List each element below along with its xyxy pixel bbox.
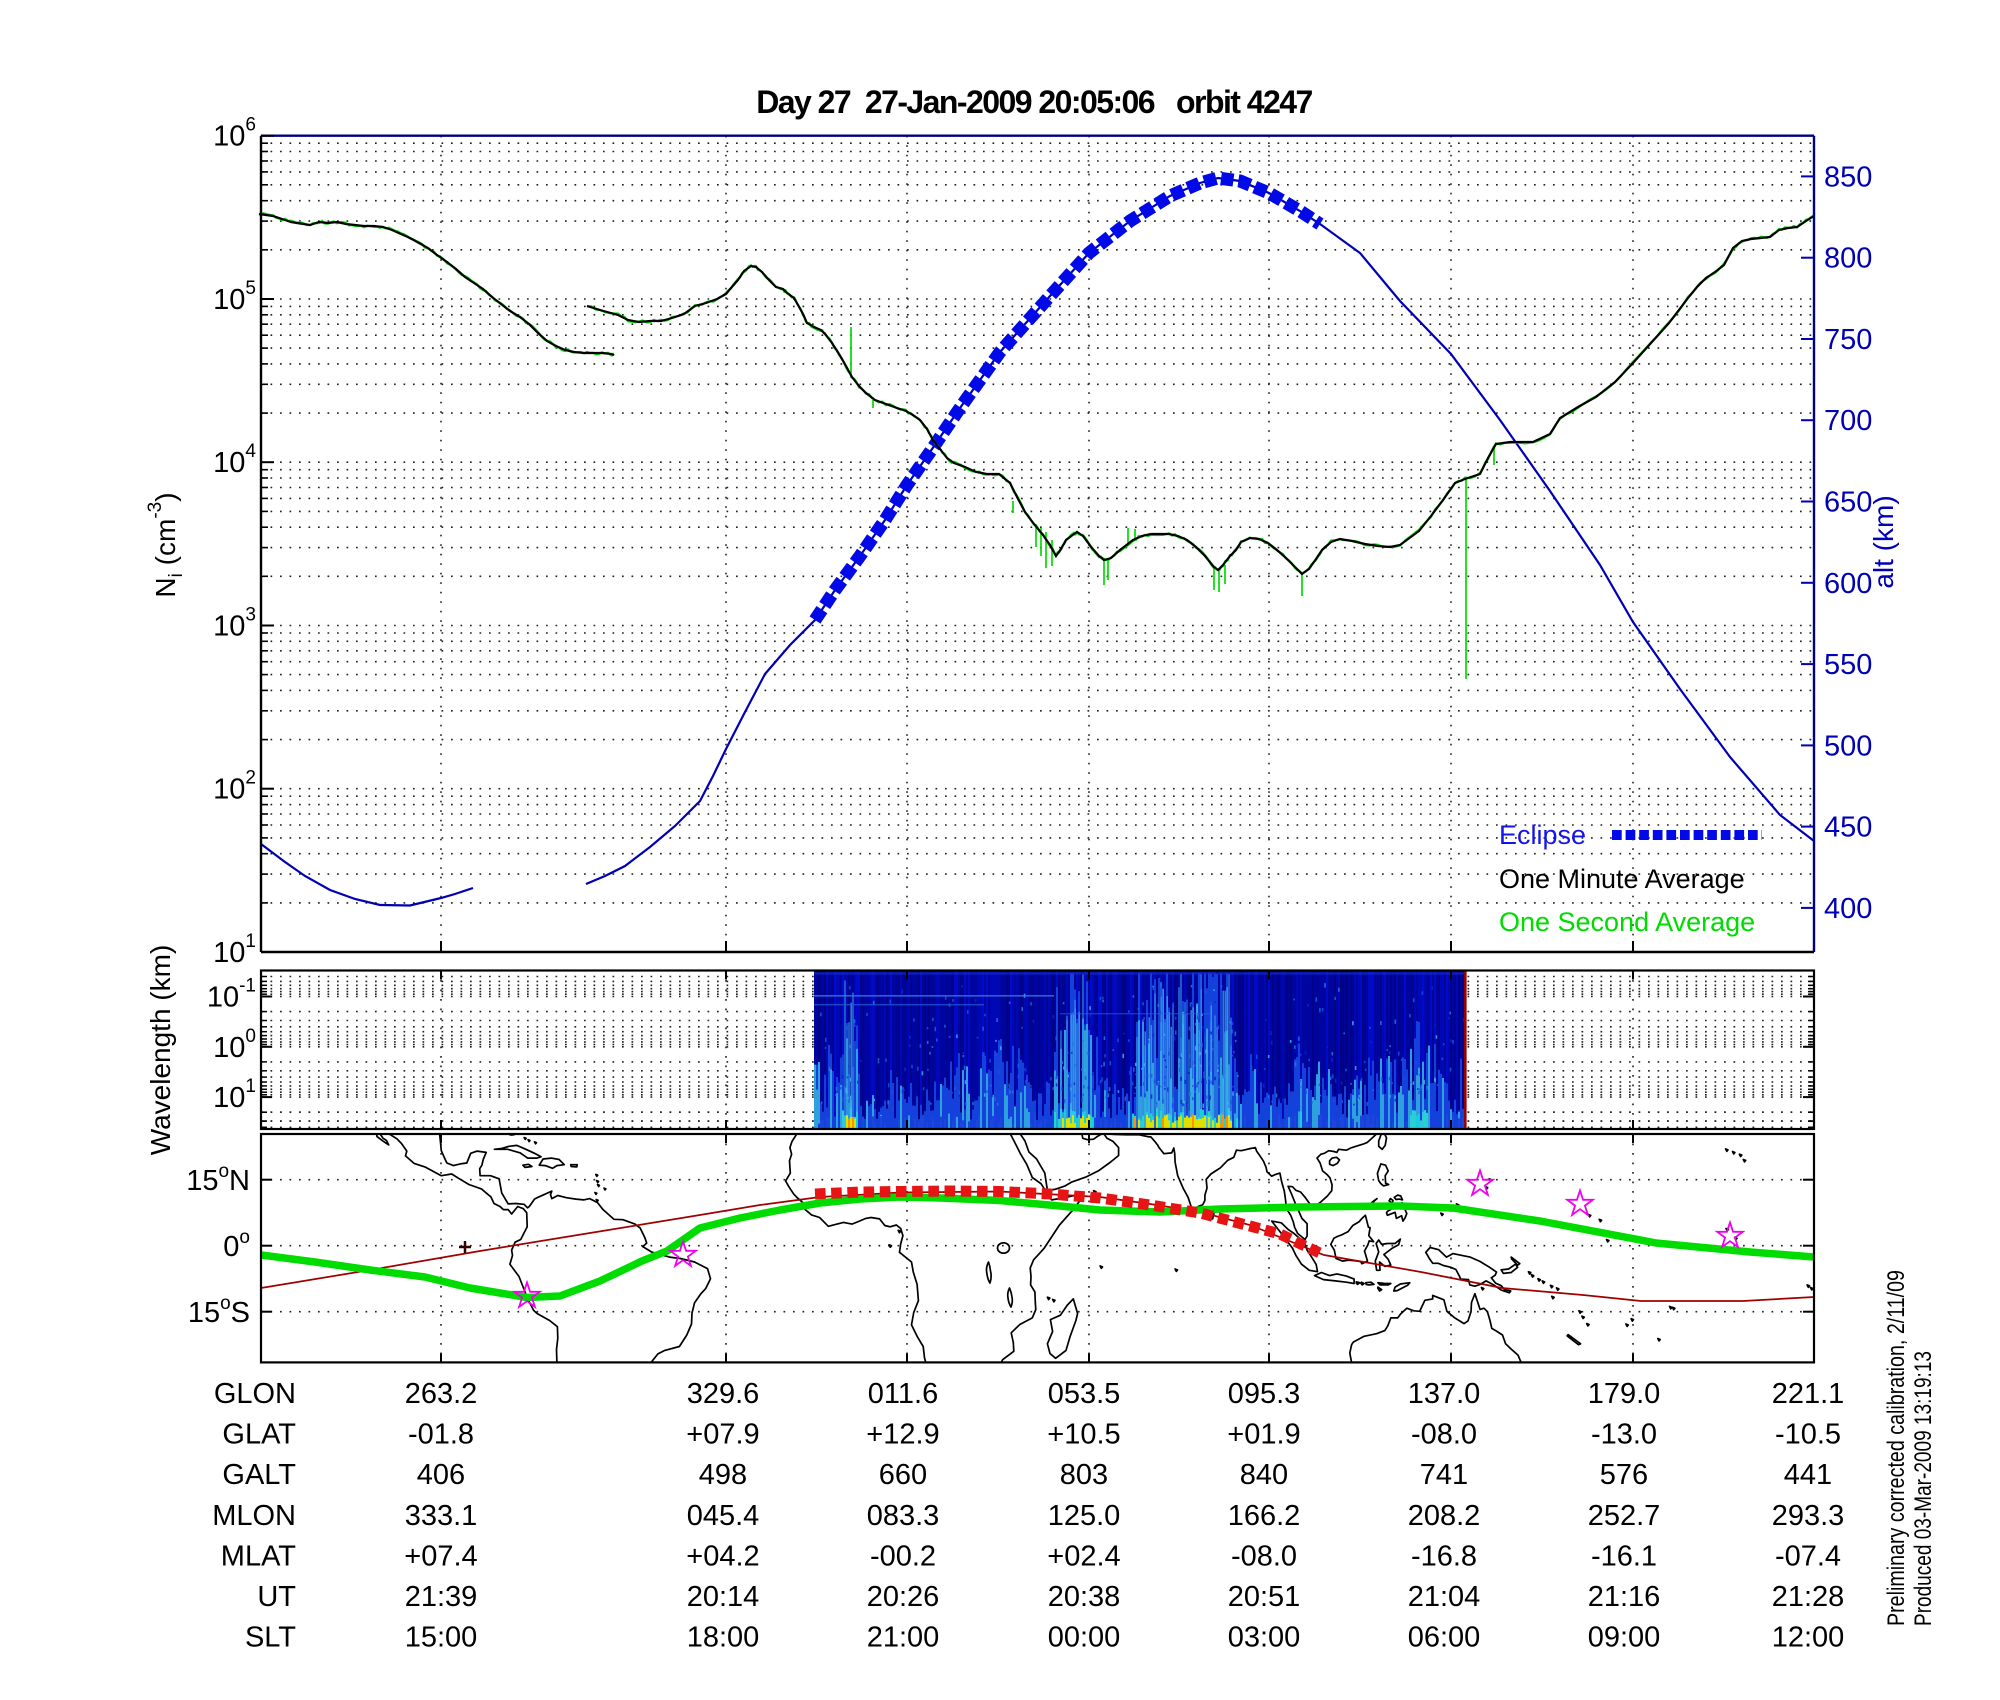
svg-text:-00.2: -00.2 bbox=[870, 1540, 936, 1572]
svg-text:UT: UT bbox=[257, 1581, 296, 1613]
svg-text:-07.4: -07.4 bbox=[1775, 1540, 1841, 1572]
svg-text:20:38: 20:38 bbox=[1048, 1581, 1121, 1613]
svg-text:-10.5: -10.5 bbox=[1775, 1419, 1841, 1451]
svg-text:840: 840 bbox=[1240, 1459, 1288, 1491]
svg-text:500: 500 bbox=[1824, 730, 1872, 762]
svg-text:803: 803 bbox=[1060, 1459, 1108, 1491]
svg-text:+02.4: +02.4 bbox=[1047, 1540, 1120, 1572]
svg-text:329.6: 329.6 bbox=[687, 1378, 760, 1410]
svg-text:+04.2: +04.2 bbox=[686, 1540, 759, 1572]
svg-text:20:14: 20:14 bbox=[687, 1581, 760, 1613]
svg-text:MLON: MLON bbox=[212, 1500, 296, 1532]
svg-text:+01.9: +01.9 bbox=[1227, 1419, 1300, 1451]
svg-text:Produced 03-Mar-2009 13:19:13: Produced 03-Mar-2009 13:19:13 bbox=[1910, 1351, 1937, 1626]
svg-text:20:51: 20:51 bbox=[1228, 1581, 1301, 1613]
svg-text:-08.0: -08.0 bbox=[1411, 1419, 1477, 1451]
svg-text:550: 550 bbox=[1824, 649, 1872, 681]
svg-text:125.0: 125.0 bbox=[1048, 1500, 1121, 1532]
svg-text:09:00: 09:00 bbox=[1588, 1622, 1661, 1654]
svg-text:+12.9: +12.9 bbox=[866, 1419, 939, 1451]
svg-text:One Second Average: One Second Average bbox=[1499, 907, 1755, 937]
svg-text:600: 600 bbox=[1824, 568, 1872, 600]
svg-text:alt (km): alt (km) bbox=[1868, 495, 1899, 588]
svg-text:498: 498 bbox=[699, 1459, 747, 1491]
svg-text:333.1: 333.1 bbox=[405, 1500, 478, 1532]
svg-text:045.4: 045.4 bbox=[687, 1500, 760, 1532]
svg-text:-16.8: -16.8 bbox=[1411, 1540, 1477, 1572]
svg-text:Preliminary corrected calibrat: Preliminary corrected calibration, 2/11/… bbox=[1883, 1270, 1910, 1626]
svg-text:011.6: 011.6 bbox=[868, 1378, 938, 1410]
svg-text:Wavelength (km): Wavelength (km) bbox=[145, 945, 176, 1156]
svg-text:450: 450 bbox=[1824, 812, 1872, 844]
svg-text:221.1: 221.1 bbox=[1772, 1378, 1845, 1410]
svg-text:03:00: 03:00 bbox=[1228, 1622, 1301, 1654]
svg-text:095.3: 095.3 bbox=[1228, 1378, 1301, 1410]
svg-text:252.7: 252.7 bbox=[1588, 1500, 1661, 1532]
svg-text:00:00: 00:00 bbox=[1048, 1622, 1121, 1654]
svg-text:15oN: 15oN bbox=[186, 1161, 250, 1197]
svg-text:700: 700 bbox=[1824, 405, 1872, 437]
svg-text:660: 660 bbox=[879, 1459, 927, 1491]
svg-text:293.3: 293.3 bbox=[1772, 1500, 1845, 1532]
svg-text:+07.9: +07.9 bbox=[686, 1419, 759, 1451]
svg-text:06:00: 06:00 bbox=[1408, 1622, 1481, 1654]
svg-text:166.2: 166.2 bbox=[1228, 1500, 1301, 1532]
svg-text:400: 400 bbox=[1824, 893, 1872, 925]
svg-text:12:00: 12:00 bbox=[1772, 1622, 1845, 1654]
svg-text:15:00: 15:00 bbox=[405, 1622, 478, 1654]
svg-text:800: 800 bbox=[1824, 243, 1872, 275]
svg-text:Day 27 27-Jan-2009 20:05:06: Day 27 27-Jan-2009 20:05:06 orbit 4247 bbox=[756, 84, 1312, 120]
svg-text:441: 441 bbox=[1784, 1459, 1832, 1491]
svg-text:-01.8: -01.8 bbox=[408, 1419, 474, 1451]
svg-text:10-1: 10-1 bbox=[207, 976, 256, 1014]
svg-text:15oS: 15oS bbox=[188, 1293, 250, 1329]
svg-text:850: 850 bbox=[1824, 161, 1872, 193]
svg-text:741: 741 bbox=[1420, 1459, 1468, 1491]
svg-text:SLT: SLT bbox=[245, 1622, 296, 1654]
svg-text:-16.1: -16.1 bbox=[1591, 1540, 1657, 1572]
svg-text:21:28: 21:28 bbox=[1772, 1581, 1845, 1613]
svg-text:263.2: 263.2 bbox=[405, 1378, 478, 1410]
svg-text:179.0: 179.0 bbox=[1588, 1378, 1661, 1410]
svg-text:-13.0: -13.0 bbox=[1591, 1419, 1657, 1451]
svg-text:-08.0: -08.0 bbox=[1231, 1540, 1297, 1572]
svg-text:208.2: 208.2 bbox=[1408, 1500, 1481, 1532]
svg-text:One Minute Average: One Minute Average bbox=[1499, 864, 1745, 894]
svg-text:MLAT: MLAT bbox=[221, 1540, 296, 1572]
svg-text:21:00: 21:00 bbox=[867, 1622, 940, 1654]
svg-text:20:26: 20:26 bbox=[867, 1581, 940, 1613]
svg-text:053.5: 053.5 bbox=[1048, 1378, 1121, 1410]
svg-text:650: 650 bbox=[1824, 487, 1872, 519]
svg-text:137.0: 137.0 bbox=[1408, 1378, 1481, 1410]
svg-text:21:39: 21:39 bbox=[405, 1581, 478, 1613]
svg-text:21:16: 21:16 bbox=[1588, 1581, 1661, 1613]
svg-text:+07.4: +07.4 bbox=[404, 1540, 477, 1572]
svg-text:21:04: 21:04 bbox=[1408, 1581, 1481, 1613]
svg-text:Eclipse: Eclipse bbox=[1499, 820, 1586, 850]
svg-text:GALT: GALT bbox=[222, 1459, 296, 1491]
svg-text:406: 406 bbox=[417, 1459, 465, 1491]
svg-text:083.3: 083.3 bbox=[867, 1500, 940, 1532]
svg-text:GLON: GLON bbox=[214, 1378, 296, 1410]
svg-text:GLAT: GLAT bbox=[222, 1419, 296, 1451]
svg-text:+10.5: +10.5 bbox=[1047, 1419, 1120, 1451]
svg-text:576: 576 bbox=[1600, 1459, 1648, 1491]
svg-text:750: 750 bbox=[1824, 324, 1872, 356]
svg-text:18:00: 18:00 bbox=[687, 1622, 760, 1654]
